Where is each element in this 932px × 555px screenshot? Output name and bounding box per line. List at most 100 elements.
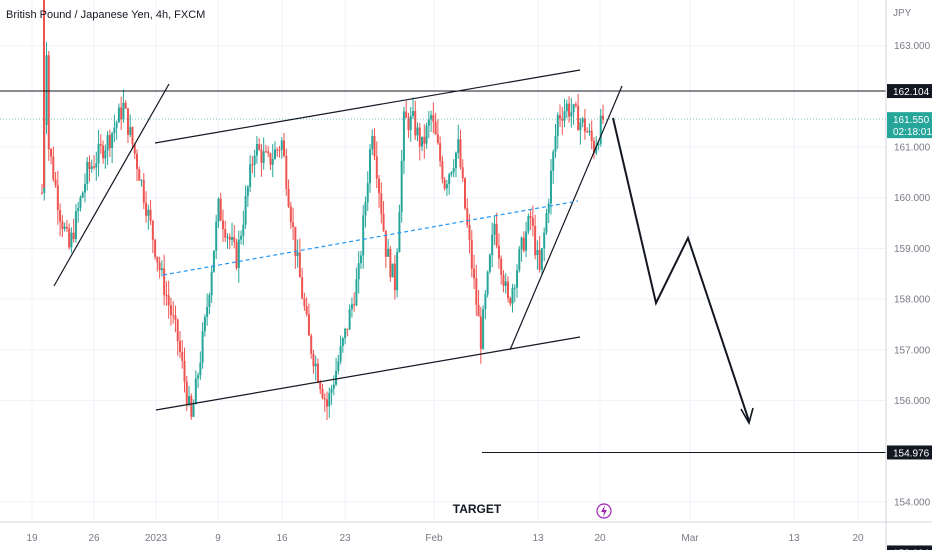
candle-body [572, 104, 575, 113]
candle-body [411, 111, 414, 116]
candle-body [540, 248, 543, 270]
candle-body [436, 134, 439, 144]
time-tick-label: 16 [276, 533, 288, 544]
candle-body [326, 399, 329, 407]
time-tick-label: 2023 [145, 533, 168, 544]
candle-body [387, 248, 390, 257]
candle-body [59, 210, 62, 222]
candle-body [231, 237, 234, 240]
candle-body [271, 158, 274, 165]
candle-body [176, 319, 179, 342]
candle-body [244, 196, 247, 225]
candle-body [319, 382, 322, 390]
candle-body [396, 252, 399, 291]
candle-body [502, 274, 505, 286]
time-tick-label: 19 [26, 533, 38, 544]
candle-body [332, 384, 335, 389]
candle-body [468, 225, 471, 241]
candle-body [206, 306, 209, 317]
candle-body [45, 55, 48, 125]
candle-body [151, 220, 154, 240]
price-tick-label: 154.000 [894, 497, 931, 508]
candle-body [427, 119, 430, 126]
candle-body [301, 277, 304, 299]
candle-body [50, 149, 53, 157]
candle-body [513, 287, 516, 289]
candle-body [475, 278, 478, 305]
candle-body [174, 315, 177, 320]
left-trendline[interactable] [53, 83, 170, 287]
time-tick-label: 26 [88, 533, 100, 544]
candle-body [389, 248, 392, 278]
price-level-badge[interactable] [887, 445, 932, 460]
candle-body [292, 222, 295, 227]
candle-body [425, 125, 428, 144]
candle-body [504, 281, 507, 286]
candle-body [348, 309, 351, 330]
candle-body [355, 279, 358, 306]
candle-body [188, 396, 191, 405]
candle-body [488, 255, 491, 272]
candle-body [178, 341, 181, 352]
candle-body [581, 118, 584, 123]
candle-body [68, 228, 71, 248]
channel-midline[interactable] [162, 200, 579, 276]
candle-body [441, 161, 444, 180]
channel-lower-line[interactable] [155, 336, 581, 411]
candle-body [41, 192, 43, 194]
candle-body [525, 231, 528, 251]
candle-body [115, 122, 118, 128]
projection-path[interactable] [612, 117, 750, 422]
candle-body [233, 237, 236, 243]
candle-body [500, 258, 503, 275]
candle-body [278, 149, 281, 151]
candle-body [169, 305, 172, 316]
candle-body [228, 236, 231, 240]
candle-body [163, 268, 166, 296]
candle-body [328, 392, 331, 407]
candle-body [409, 115, 412, 131]
candle-body [47, 55, 50, 150]
candle-body [197, 375, 200, 379]
candle-body [570, 112, 573, 117]
candle-body [380, 193, 383, 214]
candle-body [561, 118, 564, 121]
candle-body [516, 270, 519, 288]
candle-body [549, 170, 552, 204]
price-tick-label: 156.000 [894, 396, 931, 407]
candle-body [280, 140, 283, 150]
candle-body [592, 140, 595, 154]
candle-body [154, 239, 157, 257]
channel-upper-line[interactable] [154, 69, 581, 144]
candle-body [482, 309, 485, 349]
candle-body [190, 396, 193, 417]
time-tick-label: 23 [339, 533, 351, 544]
candle-body [350, 304, 353, 310]
candle-body [314, 363, 317, 367]
price-level-badge[interactable] [887, 84, 932, 99]
candle-body [568, 103, 571, 117]
price-tick-label: 163.000 [894, 41, 931, 52]
candle-body [217, 198, 220, 222]
candle-body [454, 152, 457, 169]
last-price-badge[interactable] [887, 112, 932, 139]
candle-body [242, 224, 245, 236]
candle-body [344, 328, 347, 339]
candle-body [554, 136, 557, 152]
candle-body [158, 262, 161, 271]
time-tick-label: Feb [425, 533, 443, 544]
candle-body [181, 351, 184, 362]
time-tick-label: 20 [852, 533, 864, 544]
candle-body [378, 178, 381, 194]
candle-body [106, 135, 109, 151]
candle-body [249, 164, 252, 187]
wedge-rising-line[interactable] [509, 85, 623, 351]
candle-body [305, 306, 308, 315]
candle-body [283, 140, 286, 157]
candle-body [310, 335, 313, 354]
candle-body [506, 281, 509, 299]
candle-body [235, 242, 238, 269]
candle-body [160, 268, 163, 271]
